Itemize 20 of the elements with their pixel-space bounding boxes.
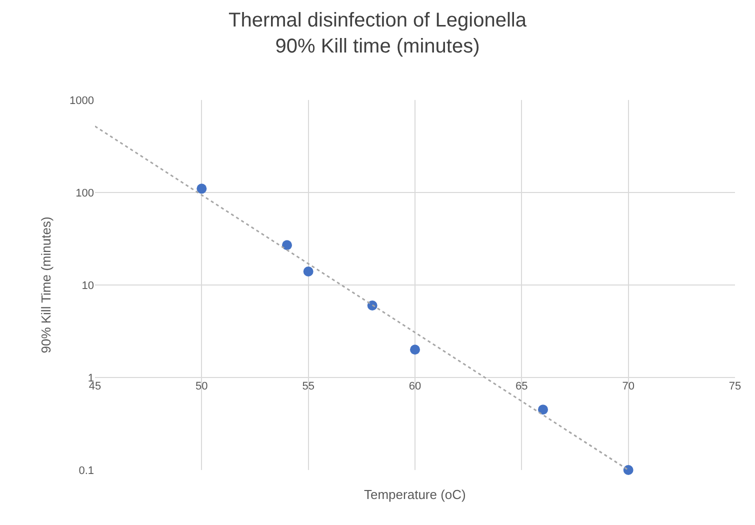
x-tick-label: 45 <box>88 380 102 392</box>
y-tick-label: 10 <box>82 280 94 292</box>
point <box>282 240 292 250</box>
point <box>538 404 548 415</box>
x-tick-label: 70 <box>622 380 634 392</box>
point <box>196 184 207 194</box>
chart-title: Thermal disinfection of Legionella 90% Kill time (minutes) <box>228 9 528 58</box>
y-tick-label: 1000 <box>70 94 94 107</box>
y-axis-title: 90% Kill Time (minutes) <box>38 216 54 354</box>
point <box>410 344 420 355</box>
x-axis-title: Temperature (oC) <box>364 487 466 502</box>
y-tick-label: 0.1 <box>78 464 94 477</box>
y-tick-label: 100 <box>76 187 94 200</box>
x-tick-label: 55 <box>302 380 314 392</box>
x-tick-label: 65 <box>516 380 528 392</box>
x-tick-label: 60 <box>408 380 422 392</box>
point <box>623 465 634 475</box>
x-tick-label: 75 <box>728 380 742 392</box>
point <box>303 266 314 276</box>
x-tick-label: 50 <box>196 380 208 392</box>
